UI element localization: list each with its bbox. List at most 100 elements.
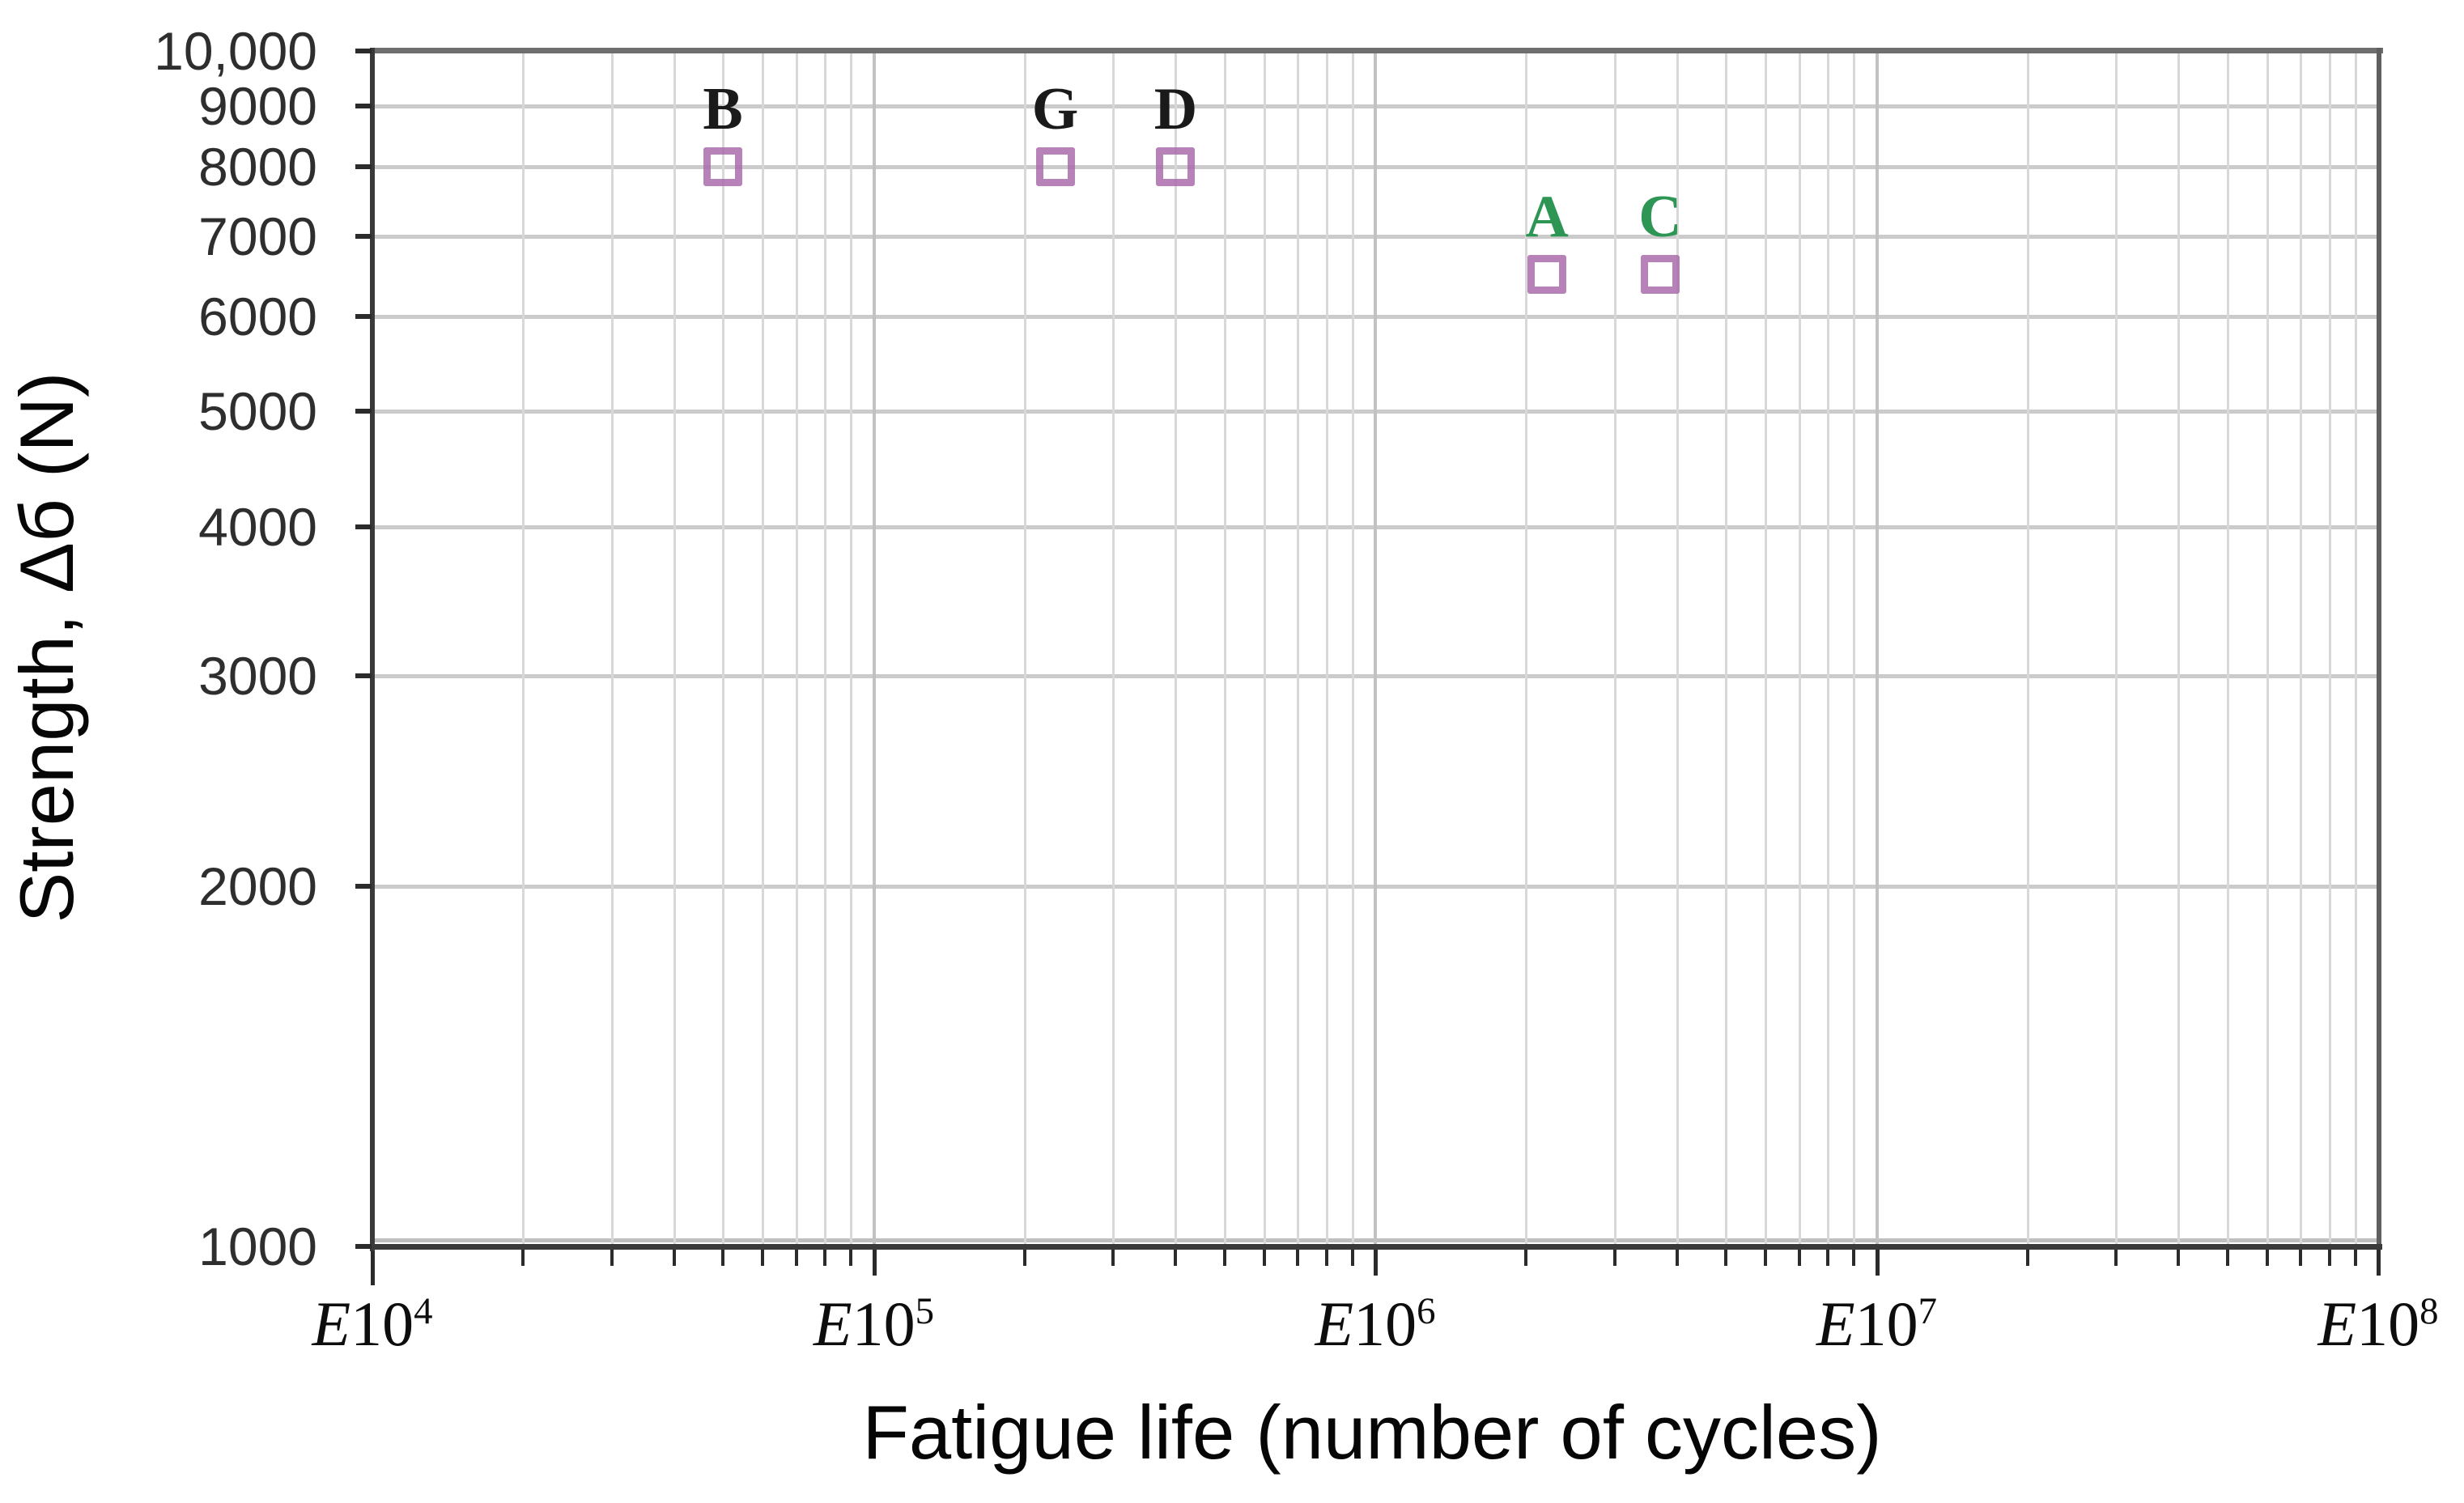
h-gridline [372, 885, 2378, 889]
v-gridline-minor [2266, 51, 2269, 1246]
x-axis-line [370, 1244, 2382, 1250]
y-tickmark [355, 164, 372, 170]
y-tickmark [355, 1244, 372, 1249]
x-tickmark [1797, 1250, 1801, 1266]
marker-A [1527, 255, 1567, 295]
y-tickmark [355, 408, 372, 414]
x-tick-label-exponent: 6 [1417, 1290, 1436, 1332]
v-gridline-minor [2026, 51, 2029, 1246]
v-gridline-minor [1827, 51, 1830, 1246]
y-tickmark [355, 524, 372, 529]
marker-G [1035, 147, 1075, 187]
x-tickmark [2265, 1250, 2269, 1266]
v-gridline-minor [1112, 51, 1115, 1246]
v-gridline-minor [850, 51, 853, 1246]
h-gridline [372, 524, 2378, 529]
x-tick-label-E: E [813, 1289, 852, 1359]
x-tick-label-base: 10 [1854, 1289, 1918, 1359]
v-gridline-minor [722, 51, 724, 1246]
x-tickmark [1174, 1250, 1178, 1266]
x-tick-label-base: 10 [852, 1289, 916, 1359]
y-tick-label: 5000 [198, 380, 317, 441]
v-gridline-minor [2177, 51, 2181, 1246]
v-gridline-minor [1223, 51, 1226, 1246]
marker-C [1641, 255, 1680, 295]
x-tick-label: E105 [814, 1292, 934, 1357]
v-gridline-minor [1351, 51, 1354, 1246]
x-tick-label-E: E [1816, 1289, 1855, 1359]
point-label-B: B [703, 76, 743, 143]
x-tickmark [1612, 1250, 1616, 1266]
x-tickmark [1350, 1250, 1354, 1266]
x-tickmark [872, 1250, 877, 1276]
y-tick-label: 1000 [198, 1216, 317, 1276]
v-gridline-minor [2354, 51, 2357, 1246]
x-tickmark [1852, 1250, 1856, 1266]
x-tickmark [1826, 1250, 1830, 1266]
v-gridline-minor [795, 51, 798, 1246]
v-gridline-minor [673, 51, 676, 1246]
x-tickmark [1675, 1250, 1679, 1266]
x-tickmark [1724, 1250, 1727, 1266]
v-gridline-minor [1263, 51, 1266, 1246]
v-gridline-minor [1853, 51, 1856, 1246]
x-tickmark [823, 1250, 827, 1266]
x-tickmark [2353, 1250, 2357, 1266]
y-tick-label: 6000 [198, 286, 317, 346]
x-tick-label-exponent: 8 [2419, 1290, 2439, 1332]
v-gridline-minor [610, 51, 614, 1246]
v-gridline-minor [2226, 51, 2229, 1246]
x-tickmark [794, 1250, 798, 1266]
x-tickmark [371, 1250, 375, 1285]
y-tick-label: 3000 [198, 646, 317, 707]
v-gridline-major [872, 51, 876, 1246]
x-tickmark [1524, 1250, 1528, 1266]
x-tickmark [1324, 1250, 1328, 1266]
x-tick-label-base: 10 [1353, 1289, 1417, 1359]
v-gridline-minor [1297, 51, 1300, 1246]
marker-B [703, 147, 742, 187]
x-tick-label-E: E [1315, 1289, 1354, 1359]
x-tick-label: E104 [312, 1292, 432, 1357]
h-gridline [372, 165, 2378, 170]
x-tick-label-base: 10 [350, 1289, 414, 1359]
x-tickmark [610, 1250, 614, 1266]
v-gridline-minor [762, 51, 765, 1246]
y-tickmark [355, 313, 372, 319]
plot-right-border [2377, 48, 2381, 1250]
x-tick-label-exponent: 5 [915, 1290, 935, 1332]
v-gridline-major [1374, 51, 1377, 1246]
x-tick-label-base: 10 [2356, 1289, 2420, 1359]
v-gridline-major [1875, 51, 1879, 1246]
x-tickmark [521, 1250, 525, 1266]
v-gridline-minor [522, 51, 525, 1246]
point-label-G: G [1031, 76, 1079, 143]
x-tickmark [849, 1250, 853, 1266]
v-gridline-minor [1175, 51, 1178, 1246]
x-tickmark [2299, 1250, 2303, 1266]
x-tickmark [2114, 1250, 2118, 1266]
y-tick-label: 8000 [198, 137, 317, 197]
x-tick-label: E108 [2317, 1292, 2438, 1357]
plot-top-border [372, 48, 2383, 53]
x-tickmark [761, 1250, 765, 1266]
point-label-C: C [1638, 184, 1682, 251]
h-gridline [372, 1238, 2378, 1242]
y-tick-label: 10,000 [154, 21, 317, 81]
h-gridline [372, 409, 2378, 414]
point-label-D: D [1153, 76, 1198, 143]
x-tickmark [1875, 1250, 1880, 1276]
x-tick-label: E107 [1816, 1292, 1937, 1357]
v-gridline-minor [2115, 51, 2118, 1246]
v-gridline-minor [2328, 51, 2331, 1246]
x-tickmark [1764, 1250, 1768, 1266]
y-tick-label: 4000 [198, 496, 317, 557]
h-gridline [372, 674, 2378, 679]
v-gridline-minor [2300, 51, 2303, 1246]
y-tick-label: 7000 [198, 206, 317, 266]
h-gridline [372, 234, 2378, 239]
v-gridline-minor [1765, 51, 1768, 1246]
x-tickmark [1296, 1250, 1300, 1266]
y-tick-label: 2000 [198, 856, 317, 917]
x-axis-title: Fatigue life (number of cycles) [862, 1390, 1882, 1475]
